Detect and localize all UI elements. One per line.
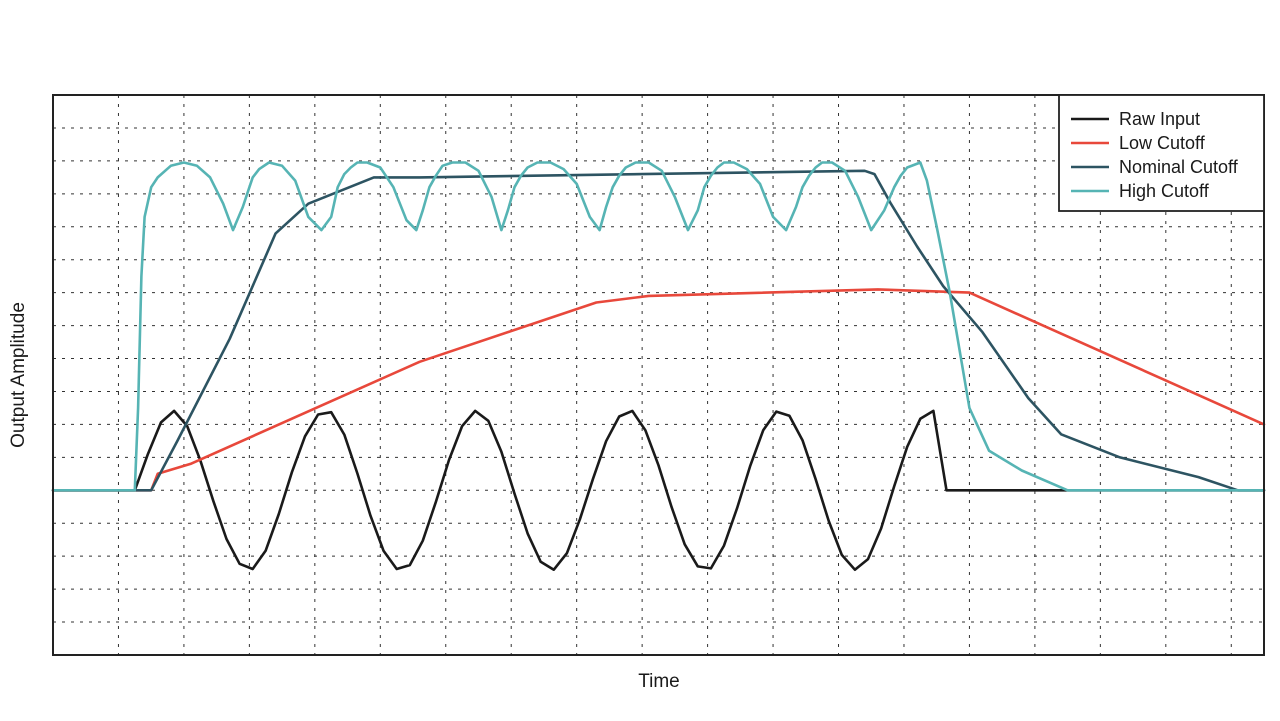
- legend-label: Nominal Cutoff: [1119, 157, 1239, 177]
- legend-label: High Cutoff: [1119, 181, 1210, 201]
- series-line-nominal-cutoff: [51, 169, 1266, 492]
- series-line-low-cutoff: [51, 288, 1266, 492]
- series-line-raw-input: [51, 409, 1266, 572]
- plot-frame: [52, 94, 1265, 656]
- legend-label: Raw Input: [1119, 109, 1200, 129]
- legend: Raw Input Low Cutoff Nominal Cutoff High Cu…: [1058, 94, 1265, 212]
- x-axis-title: Time: [638, 671, 680, 692]
- series-line-high-cutoff: [51, 161, 1266, 492]
- plot-area: [51, 161, 1266, 572]
- y-axis-title: Output Amplitude: [8, 302, 29, 448]
- legend-label: Low Cutoff: [1119, 133, 1206, 153]
